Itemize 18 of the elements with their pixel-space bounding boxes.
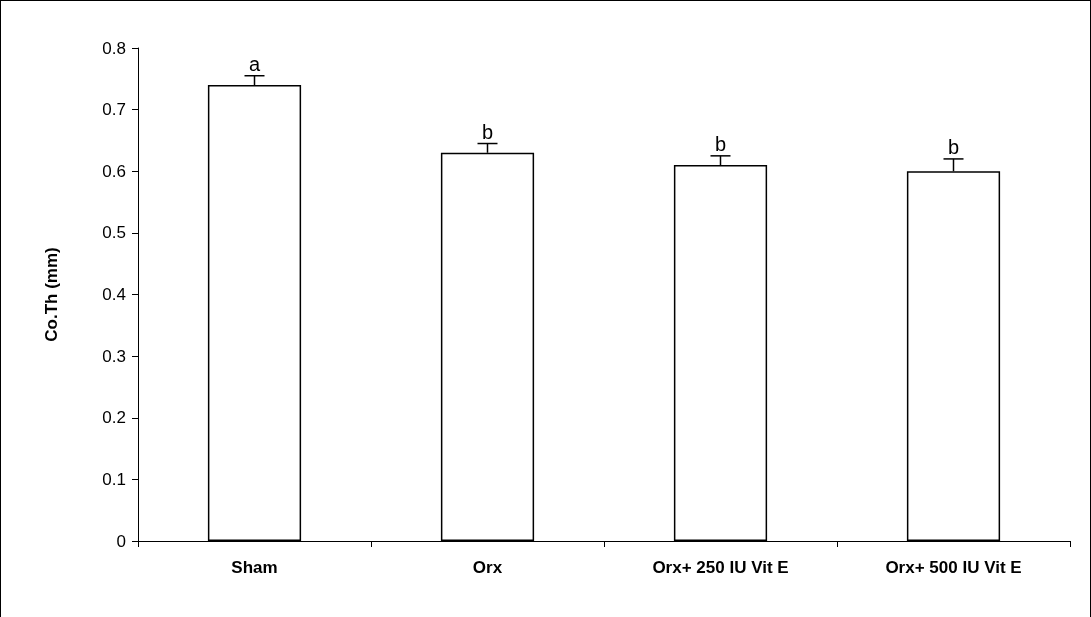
y-tick-label: 0.8: [102, 38, 126, 58]
y-tick-label: 0.2: [102, 408, 126, 428]
x-tick-label: Orx+ 250 IU Vit E: [652, 558, 789, 577]
x-tick-label: Orx+ 500 IU Vit E: [885, 558, 1022, 577]
y-axis-title: Co.Th (mm): [42, 247, 61, 342]
x-tick-label: Sham: [231, 558, 278, 577]
y-tick-label: 0.6: [102, 161, 126, 181]
annotation: b: [481, 120, 494, 143]
y-tick-label: 0.7: [102, 100, 126, 120]
y-tick-label: 0.5: [102, 223, 126, 243]
y-tick-label: 0: [116, 531, 126, 551]
annotation: a: [248, 52, 261, 75]
annotation: b: [714, 132, 727, 155]
y-tick-label: 0.1: [102, 469, 126, 489]
annotation: b: [947, 135, 960, 158]
x-tick-label: Orx: [472, 558, 503, 577]
y-tick-label: 0.3: [102, 346, 126, 366]
y-tick-label: 0.4: [102, 285, 126, 304]
